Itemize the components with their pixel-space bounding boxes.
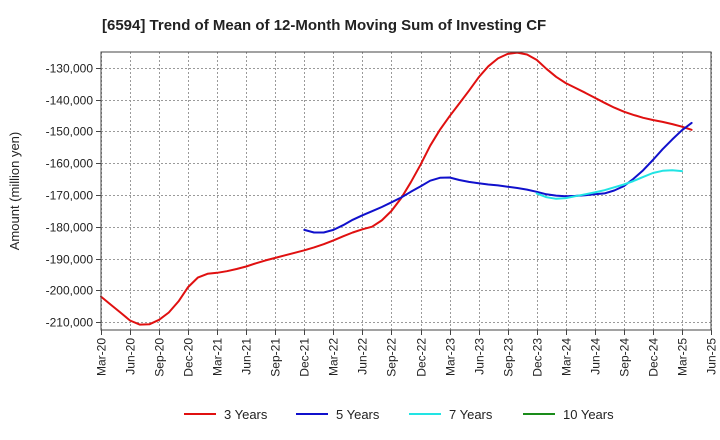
- y-tick-label: -190,000: [46, 253, 94, 267]
- x-tick-label: Mar-22: [327, 338, 341, 376]
- x-tick-label: Dec-21: [298, 338, 312, 377]
- y-tick-label: -130,000: [46, 62, 94, 76]
- legend-label: 10 Years: [563, 407, 614, 422]
- y-tick-label: -140,000: [46, 94, 94, 108]
- series-line-3-years: [100, 51, 693, 326]
- x-tick-label: Sep-24: [618, 338, 632, 377]
- x-tick-label: Mar-23: [444, 338, 458, 376]
- x-tick-label: Jun-20: [124, 338, 138, 375]
- grid: [101, 52, 712, 330]
- y-tick-label: -170,000: [46, 189, 94, 203]
- x-tick-label: Sep-20: [153, 338, 167, 377]
- y-tick-label: -150,000: [46, 125, 94, 139]
- x-tick-label: Dec-20: [182, 338, 196, 377]
- x-tick-label: Mar-20: [95, 338, 109, 376]
- y-tick-label: -160,000: [46, 157, 94, 171]
- y-axis-title: Amount (million yen): [7, 132, 22, 251]
- x-tick-label: Mar-21: [211, 338, 225, 376]
- x-tick-label: Jun-22: [356, 338, 370, 375]
- x-tick-label: Jun-23: [473, 338, 487, 375]
- x-tick-label: Sep-22: [385, 338, 399, 377]
- x-tick-label: Mar-24: [560, 338, 574, 376]
- plot-frame: [100, 51, 712, 331]
- x-tick-label: Sep-21: [269, 338, 283, 377]
- legend: 3 Years 5 Years 7 Years 10 Years: [184, 407, 614, 422]
- x-tick-label: Jun-25: [705, 338, 719, 375]
- y-tick-label: -200,000: [46, 284, 94, 298]
- x-tick-label: Dec-24: [647, 338, 661, 377]
- x-tick-label: Sep-23: [502, 338, 516, 377]
- x-axis: Mar-20 Jun-20 Sep-20 Dec-20 Mar-21 Jun-21 Sep-…: [95, 330, 719, 377]
- x-tick-label: Dec-23: [531, 338, 545, 377]
- legend-label: 7 Years: [449, 407, 493, 422]
- y-axis: -210,000 -200,000 -190,000 -180,000 -170,000…: [46, 62, 101, 330]
- y-tick-label: -210,000: [46, 316, 94, 330]
- x-tick-label: Mar-25: [676, 338, 690, 376]
- y-tick-label: -180,000: [46, 221, 94, 235]
- x-tick-label: Dec-22: [415, 338, 429, 377]
- series-line-7-years: [535, 169, 683, 200]
- x-tick-label: Jun-24: [589, 338, 603, 375]
- legend-label: 3 Years: [224, 407, 268, 422]
- x-tick-label: Jun-21: [240, 338, 254, 375]
- chart-title: [6594] Trend of Mean of 12-Month Moving …: [102, 17, 546, 34]
- legend-label: 5 Years: [336, 407, 380, 422]
- series-group: [100, 51, 693, 326]
